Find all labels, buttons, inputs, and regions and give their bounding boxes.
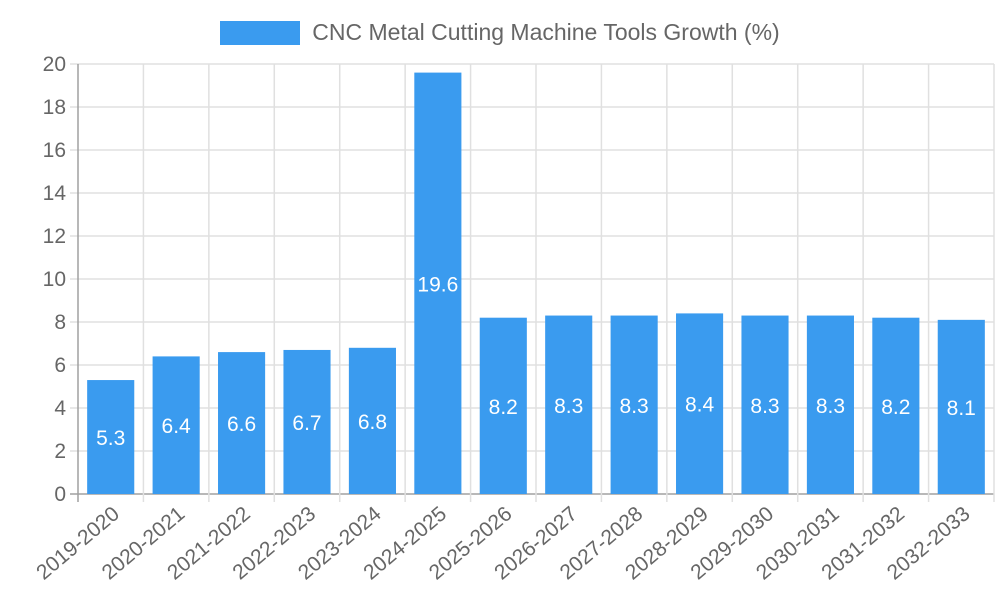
- bar[interactable]: [937, 319, 985, 494]
- bar-value-label: 8.2: [881, 396, 910, 419]
- y-tick-label: 6: [54, 354, 66, 377]
- bar[interactable]: [414, 72, 462, 494]
- y-tick-label: 0: [54, 483, 66, 506]
- bar[interactable]: [218, 352, 266, 494]
- bars: 5.3 6.4 6.6 6.7 6.8 19.6 8.2 8.3 8.3 8.4 8.3 8.3 8.2…: [87, 72, 985, 494]
- y-axis: 0 2 4 6 8 10 12 14 16 18 20: [43, 53, 67, 506]
- bar-value-label: 19.6: [417, 273, 458, 296]
- y-tick-label: 20: [43, 53, 66, 76]
- bar[interactable]: [610, 315, 658, 494]
- y-tick-label: 14: [43, 182, 67, 205]
- legend-swatch[interactable]: [220, 20, 301, 45]
- bar[interactable]: [283, 349, 331, 494]
- y-tick-label: 12: [43, 225, 66, 248]
- bar-value-label: 5.3: [96, 427, 125, 450]
- bar[interactable]: [676, 313, 724, 494]
- y-tick-label: 2: [54, 440, 66, 463]
- bar[interactable]: [87, 380, 135, 494]
- bar[interactable]: [741, 315, 789, 494]
- bar-value-label: 8.2: [489, 396, 518, 419]
- bar-value-label: 6.7: [292, 412, 321, 435]
- bar-value-label: 8.3: [816, 395, 845, 418]
- y-tick-label: 4: [54, 397, 66, 420]
- x-axis: 2019-20202020-20212021-20222022-20232023…: [32, 502, 974, 584]
- y-tick-label: 16: [43, 139, 66, 162]
- bar[interactable]: [348, 347, 396, 494]
- bar-value-label: 8.1: [947, 397, 976, 420]
- bar-value-label: 8.3: [554, 395, 583, 418]
- y-tick-label: 18: [43, 96, 66, 119]
- bar-value-label: 8.3: [620, 395, 649, 418]
- bar[interactable]: [872, 317, 920, 494]
- bar[interactable]: [545, 315, 593, 494]
- grid-lines: [70, 63, 995, 502]
- chart-legend: CNC Metal Cutting Machine Tools Growth (…: [0, 19, 1000, 46]
- legend-label: CNC Metal Cutting Machine Tools Growth (…: [312, 19, 780, 45]
- y-tick-label: 8: [54, 311, 66, 334]
- bar[interactable]: [152, 356, 200, 494]
- bar-value-label: 6.6: [227, 413, 256, 436]
- bar-value-label: 6.4: [162, 415, 192, 438]
- bar[interactable]: [806, 315, 854, 494]
- bar-value-label: 8.4: [685, 394, 715, 417]
- bar-value-label: 6.8: [358, 411, 387, 434]
- y-tick-label: 10: [43, 268, 66, 291]
- bar[interactable]: [479, 317, 527, 494]
- bar-value-label: 8.3: [750, 395, 779, 418]
